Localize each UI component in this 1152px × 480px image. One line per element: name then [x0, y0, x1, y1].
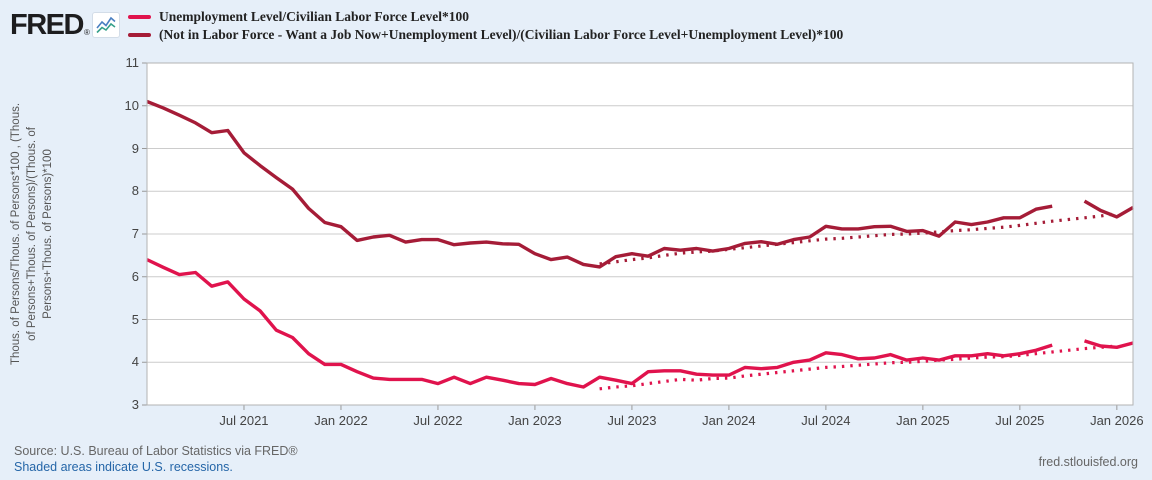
legend-label-unemployment-rate: Unemployment Level/Civilian Labor Force … — [159, 9, 469, 24]
legend-swatch-pink — [128, 15, 151, 19]
x-tick-label: Jan 2023 — [508, 413, 562, 428]
y-tick-label-4: 4 — [131, 354, 139, 370]
legend-item-broad-rate: (Not in Labor Force - Want a Job Now+Une… — [128, 26, 843, 44]
y-tick-label-11: 11 — [125, 55, 140, 70]
x-tick-label: Jan 2025 — [896, 413, 950, 428]
plot-border — [146, 62, 1134, 406]
x-tick-label: Jul 2024 — [801, 413, 851, 428]
y-tick-label-5: 5 — [131, 311, 139, 327]
series-line-0-solid — [146, 258, 1134, 389]
legend: Unemployment Level/Civilian Labor Force … — [128, 8, 843, 44]
y-tick-label-9: 9 — [131, 140, 139, 156]
registered-mark: ® — [83, 28, 90, 37]
x-tick-label: Jan 2022 — [314, 413, 368, 428]
x-tick-label: Jan 2024 — [702, 413, 756, 428]
source-note: Source: U.S. Bureau of Labor Statistics … — [14, 444, 298, 458]
y-tick-label-3: 3 — [131, 397, 139, 412]
x-tick-label: Jul 2023 — [607, 413, 657, 428]
legend-item-unemployment-rate: Unemployment Level/Civilian Labor Force … — [128, 8, 843, 26]
series-line-1-solid — [146, 99, 1134, 269]
x-tick-label: Jul 2025 — [995, 413, 1045, 428]
legend-swatch-darkred — [128, 33, 151, 37]
fred-url: fred.stlouisfed.org — [1038, 455, 1138, 469]
y-tick-label-6: 6 — [131, 268, 139, 284]
recession-shading-link[interactable]: Shaded areas indicate U.S. recessions. — [14, 460, 233, 474]
legend-label-broad-rate: (Not in Labor Force - Want a Job Now+Une… — [159, 27, 844, 42]
y-tick-label-10: 10 — [124, 97, 139, 113]
fred-logo-text: FRED — [10, 9, 84, 41]
x-tick-label: Jul 2022 — [413, 413, 463, 428]
fred-logo: FRED ® — [10, 10, 120, 40]
fred-logo-chart-icon — [91, 12, 120, 38]
x-tick-label: Jan 2026 — [1090, 413, 1144, 428]
x-tick-label: Jul 2021 — [219, 413, 269, 428]
y-tick-label-7: 7 — [131, 226, 139, 241]
y-tick-label-8: 8 — [131, 183, 139, 199]
